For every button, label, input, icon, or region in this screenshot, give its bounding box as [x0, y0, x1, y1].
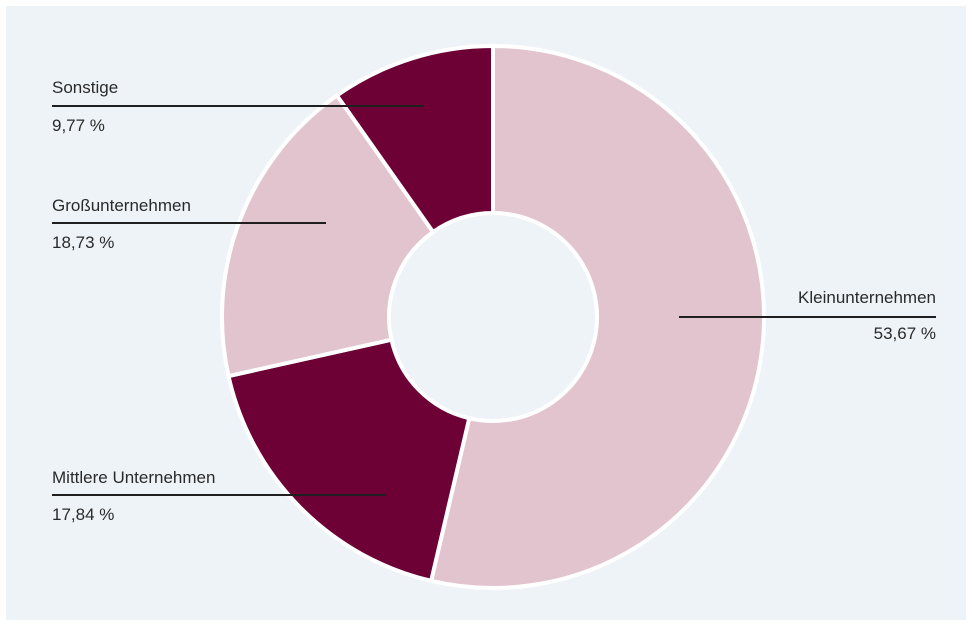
label-sonstige-name: Sonstige: [52, 78, 119, 97]
donut-chart: [52, 43, 936, 590]
label-kleinunternehmen-value: 53,67 %: [873, 324, 936, 343]
label-grossunternehmen-value: 18,73 %: [52, 233, 115, 252]
label-mittlere-name: Mittlere Unternehmen: [52, 468, 216, 487]
slice-kleinunternehmen: [428, 43, 766, 590]
slice-mittlere-unternehmen: [226, 337, 472, 584]
label-grossunternehmen-name: Großunternehmen: [52, 196, 191, 215]
slice-grossunternehmen: [220, 92, 436, 379]
label-mittlere-value: 17,84 %: [52, 505, 115, 524]
slice-sonstige: [334, 43, 495, 235]
label-kleinunternehmen-name: Kleinunternehmen: [798, 288, 936, 307]
slices-group: [220, 43, 766, 590]
leader-lines-group: [52, 105, 936, 496]
label-sonstige-value: 9,77 %: [52, 116, 105, 135]
chart-card: Sonstige 9,77 % Großunternehmen 18,73 % …: [6, 6, 966, 620]
